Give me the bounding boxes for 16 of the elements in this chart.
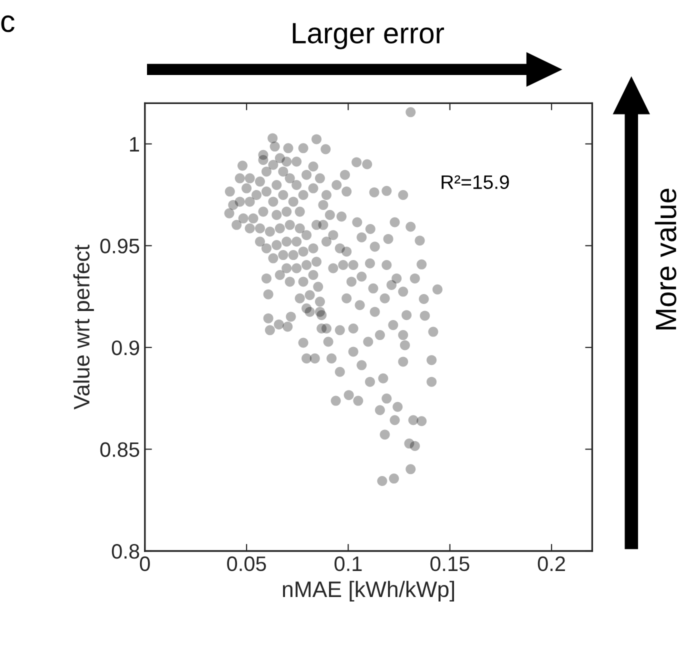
- x-tick-label: 0.1: [334, 556, 362, 572]
- y-tick-label: 0.9: [112, 340, 140, 356]
- y-tick-label: 0.8: [112, 544, 140, 559]
- x-tick-label: 0: [140, 556, 150, 572]
- y-tick-label: 1: [130, 137, 140, 152]
- x-tick-label: 0.05: [227, 556, 266, 572]
- y-axis-title: Value wrt perfect: [73, 244, 94, 410]
- x-axis-title: nMAE [kWh/kWp]: [282, 580, 454, 602]
- y-tick-label: 0.85: [100, 442, 140, 457]
- y-tick-label: 0.95: [100, 238, 140, 254]
- text: More value: [654, 188, 676, 330]
- text: Larger error: [292, 23, 444, 50]
- x-tick-label: 0.2: [538, 556, 565, 572]
- x-tick-label: 0.15: [430, 556, 470, 572]
- text: c: [1, 15, 14, 32]
- annotation: R²=15.9: [442, 175, 509, 190]
